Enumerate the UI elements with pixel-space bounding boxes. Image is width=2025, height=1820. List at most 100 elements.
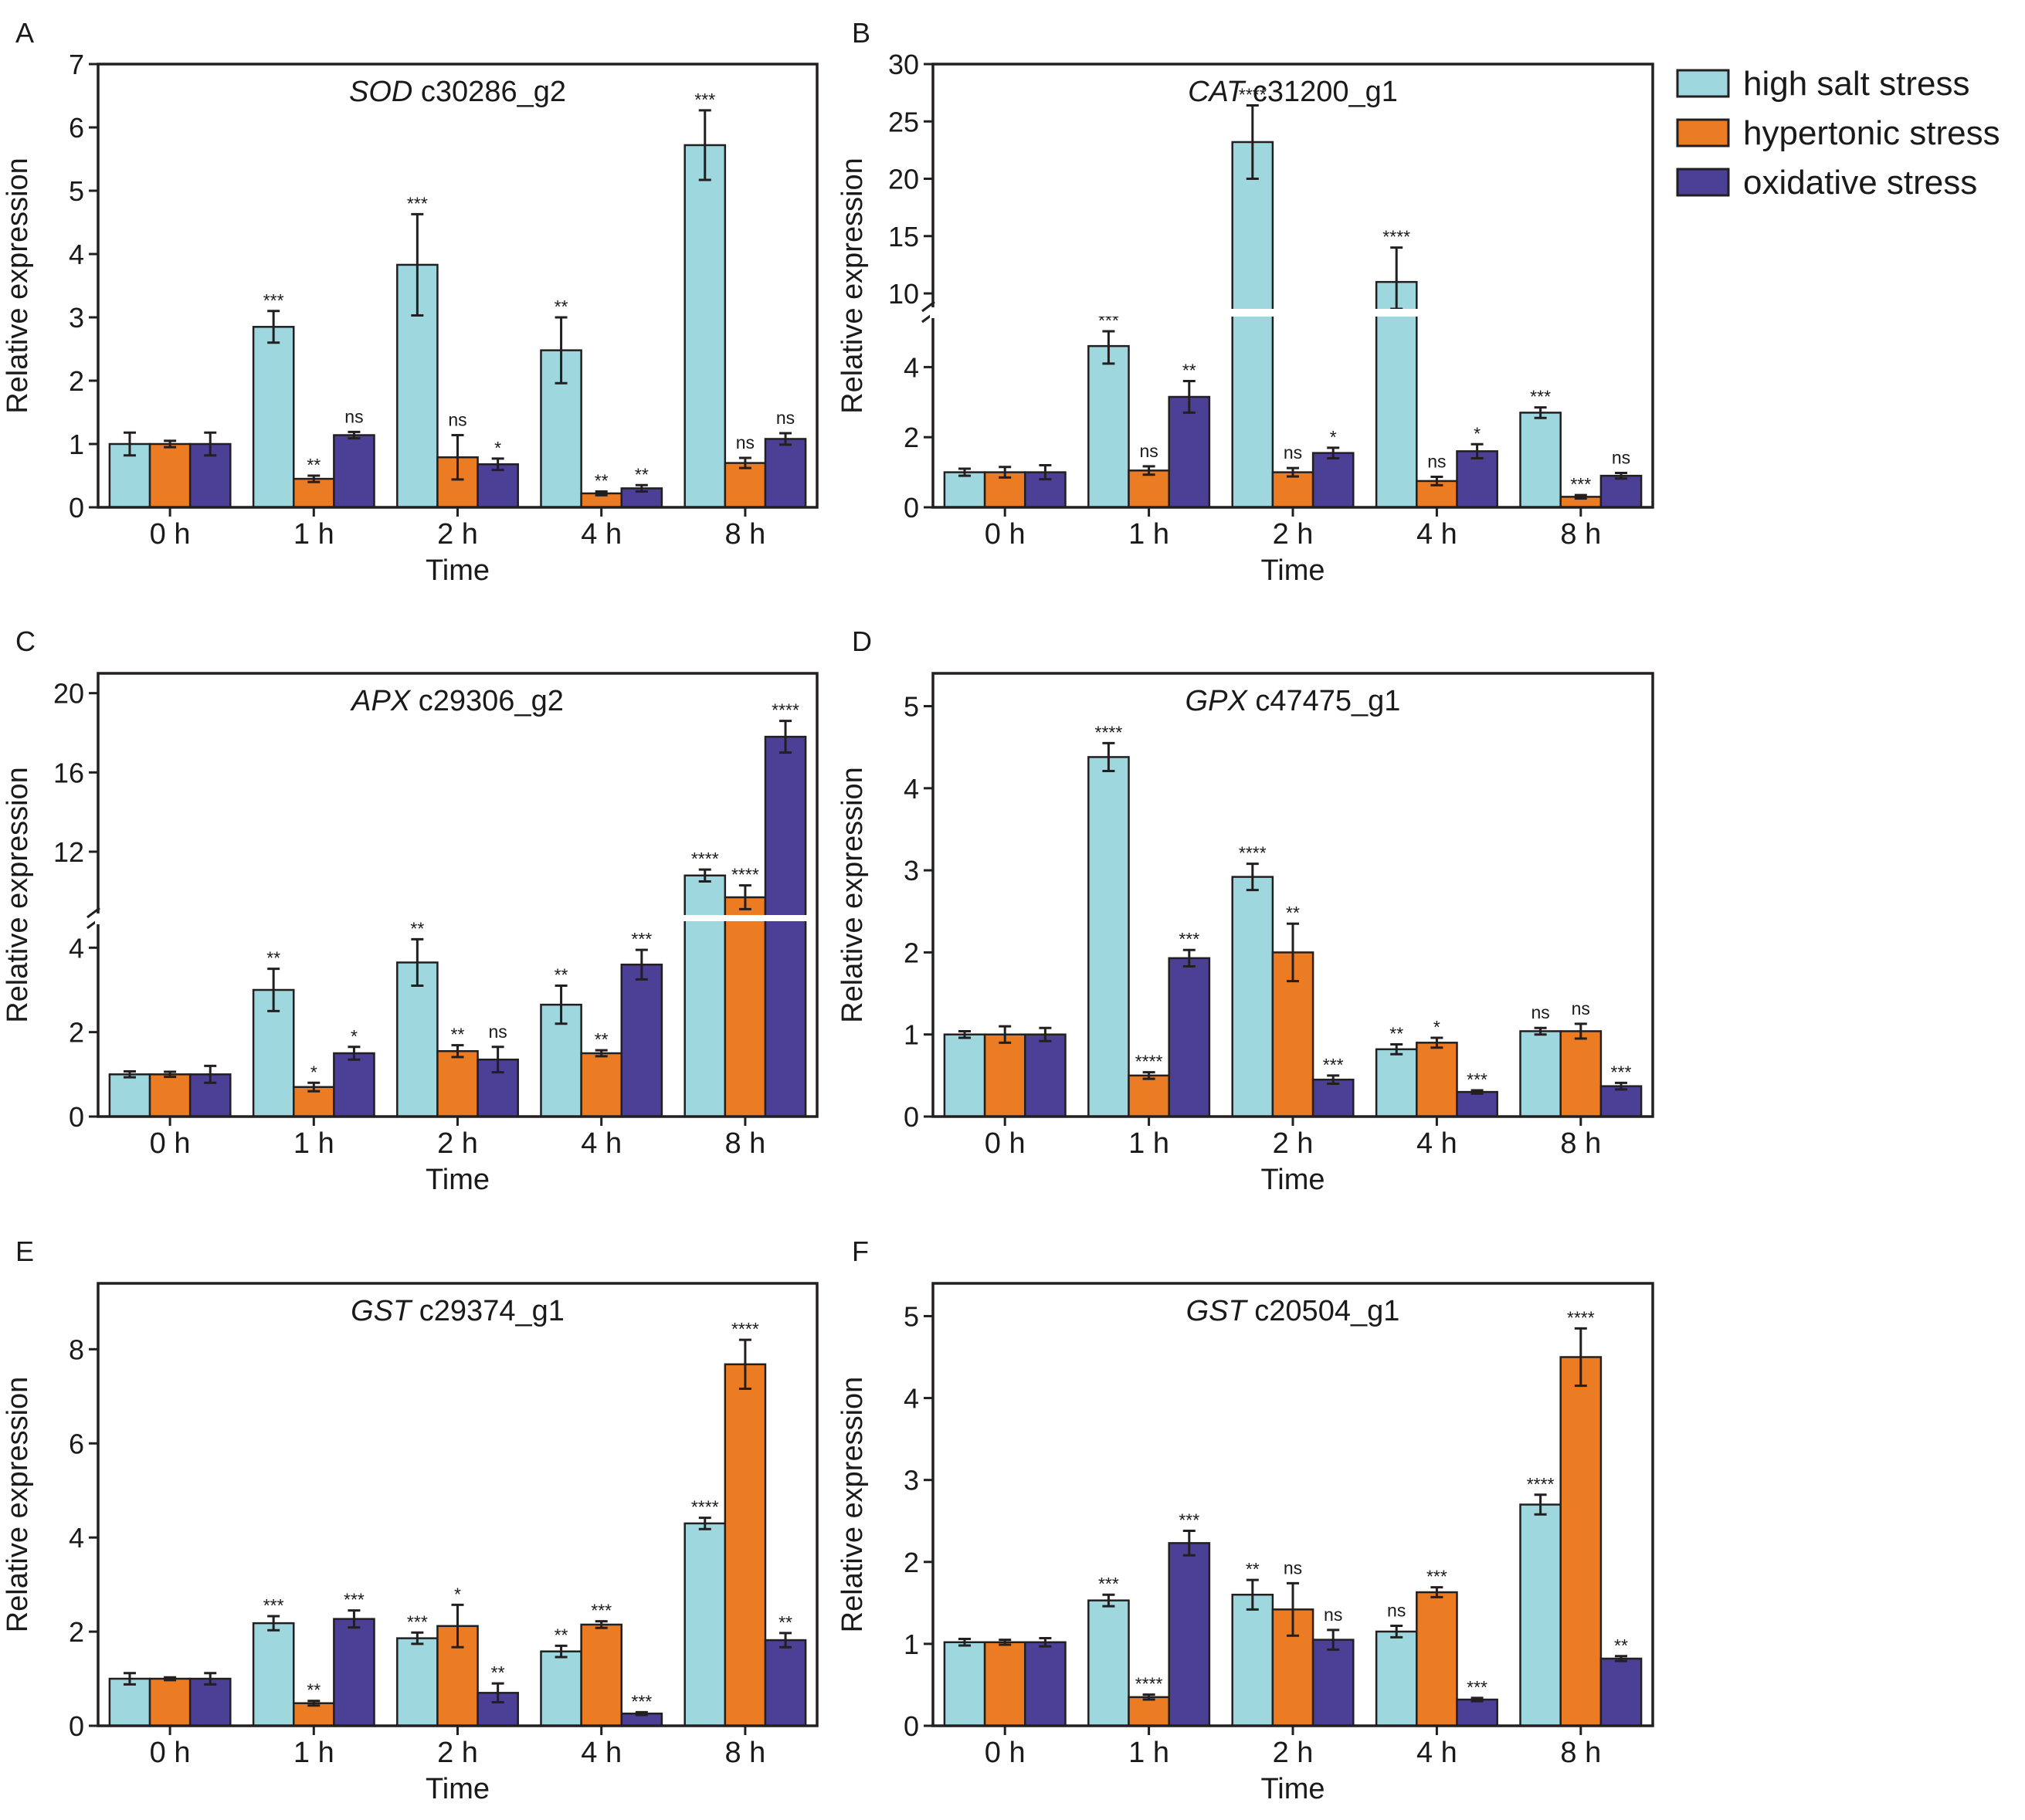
y-tick-label: 5 [69,175,84,207]
x-tick-label: 8 h [1560,518,1601,551]
x-tick-label: 1 h [1128,518,1169,551]
x-tick-label: 4 h [581,1737,622,1769]
bar-oxidative [764,438,807,509]
significance-label: ns [344,406,363,426]
significance-label: ** [410,918,424,938]
bar-oxidative [1599,1085,1643,1118]
significance-label: **** [731,865,759,885]
axis-break-notch [95,913,101,924]
significance-label: ns [1612,448,1630,468]
x-axis-title: Time [426,1773,490,1805]
y-axis-title: Relative expression [2,767,34,1023]
x-tick-label: 1 h [293,518,334,551]
bar-hypertonic [580,1052,623,1118]
chart-title-id: c47475_g1 [1247,685,1401,717]
bar-oxidative [333,1052,375,1118]
axis-break-gap [100,915,816,921]
y-tick-label: 2 [69,365,84,397]
significance-label: **** [1567,1307,1595,1327]
bar-hypertonic [724,462,767,509]
x-tick-label: 8 h [1560,1127,1601,1160]
bar-hypertonic [148,1073,192,1118]
x-axis: 0 h 1 h 2 h 4 h 8 h [985,1726,1601,1769]
significance-label: ns [736,432,755,452]
significance-label: ** [635,464,649,484]
significance-label: * [310,1062,317,1082]
x-axis: 0 h 1 h 2 h 4 h 8 h [150,1117,765,1160]
significance-label: ns [1139,441,1158,461]
chart-title-id: c29306_g2 [410,685,564,717]
bar-high-salt [943,471,986,509]
panel-b: B**************ns ns ns****** *ns0241015202… [836,17,1654,587]
bar-oxidative [1024,1033,1067,1118]
significance-label: *** [1611,1062,1632,1082]
y-tick-label: 16 [53,757,84,788]
bar-high-salt [252,326,295,509]
bar-high-salt [683,874,727,1118]
bar-hypertonic [983,1033,1026,1118]
bar-hypertonic [580,1623,623,1727]
significance-label: ** [555,297,568,317]
bar-high-salt [1375,280,1418,509]
bar-oxidative [1456,1698,1498,1727]
bar-hypertonic [983,1641,1026,1727]
chart-title-id: c31200_g1 [1244,76,1398,108]
bar-high-salt [108,1073,151,1118]
y-tick-label: 0 [904,1101,919,1133]
bar-oxidative [1599,474,1643,509]
panel-label: A [15,17,34,49]
panel-label: F [852,1235,869,1267]
significance-label: ** [555,1625,568,1645]
x-axis-title: Time [1260,1164,1325,1196]
bars: **********ns*******ns********* *** [943,722,1643,1118]
bar-high-salt [540,1650,582,1727]
significance-label: *** [1570,474,1591,494]
bar-hypertonic [724,1363,767,1727]
x-tick-label: 1 h [293,1737,334,1769]
y-axis: 0 1 2 3 4 5 [904,1300,933,1742]
y-tick-label: 0 [69,492,84,524]
chart-title-gene: GST [1186,1295,1249,1327]
y-axis: 0 2 4 6 8 [69,1334,98,1742]
y-tick-label: 20 [888,164,919,195]
significance-label: ns [1531,1002,1549,1022]
significance-label: *** [591,1601,612,1621]
x-tick-label: 2 h [437,518,478,551]
x-axis-title: Time [1260,554,1325,587]
y-tick-label: 15 [888,221,919,252]
significance-label: **** [1239,843,1267,863]
y-tick-label: 0 [904,1710,919,1742]
x-tick-label: 0 h [150,1737,191,1769]
bar-high-salt [1519,412,1562,509]
significance-label: *** [263,1595,284,1615]
bar-oxidative [188,1677,232,1727]
panel-label: D [852,625,872,657]
x-tick-label: 4 h [1416,518,1457,551]
bar-hypertonic [148,1677,192,1727]
chart-title-id: c29374_g1 [411,1295,565,1327]
y-tick-label: 5 [904,691,919,723]
x-tick-label: 4 h [1416,1737,1457,1769]
bar-hypertonic [1416,1042,1458,1118]
y-tick-label: 7 [69,49,84,80]
y-axis: 0 2 4 10 15 20 25 30 [888,49,933,524]
bar-high-salt [396,961,439,1118]
axis-break-notch [930,307,936,318]
significance-label: ** [491,1662,505,1683]
x-tick-label: 0 h [150,1127,191,1160]
x-tick-label: 2 h [1273,518,1314,551]
bar-oxidative [333,434,375,509]
significance-label: ** [595,471,609,491]
x-tick-label: 8 h [1560,1737,1601,1769]
chart-title: SOD c30286_g2 [349,76,566,108]
significance-label: *** [407,193,428,213]
y-tick-label: 3 [904,1465,919,1496]
significance-label: *** [631,929,652,949]
bar-hypertonic [1559,1356,1603,1727]
bar-hypertonic [1128,1074,1170,1118]
bar-oxidative [764,1639,807,1727]
x-tick-label: 0 h [985,1737,1026,1769]
y-tick-label: 4 [904,351,919,383]
